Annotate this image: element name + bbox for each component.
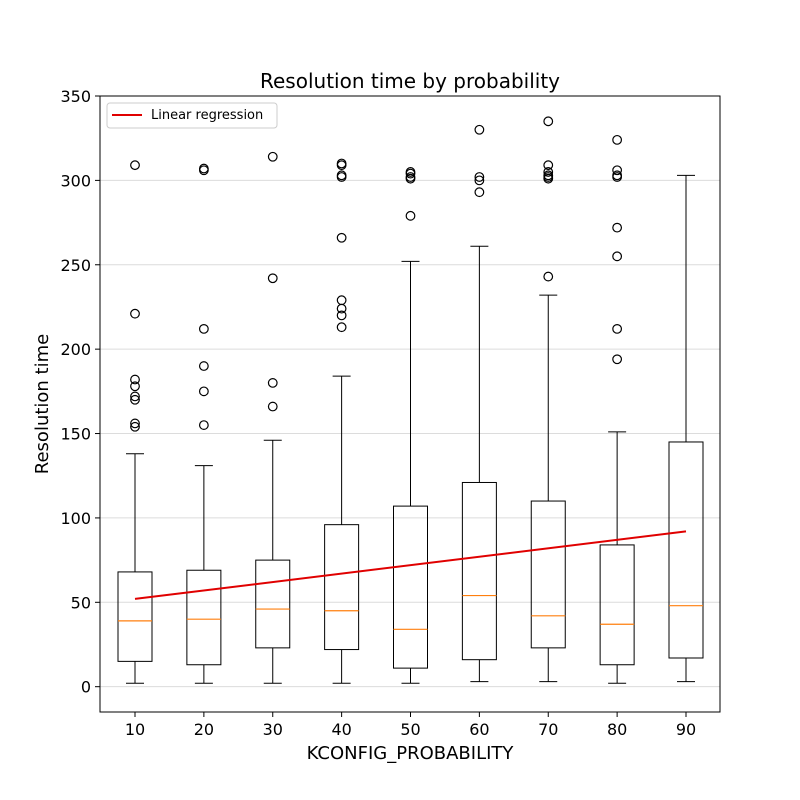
outlier-80-1 — [612, 323, 623, 334]
outlier-40-1 — [336, 310, 347, 321]
outlier-10-2 — [130, 394, 140, 405]
x-tick-label-90: 90 — [676, 720, 696, 739]
y-tick-label-50: 50 — [71, 593, 91, 612]
outlier-80-6 — [612, 165, 623, 176]
box-70 — [530, 116, 566, 683]
x-tick-label-70: 70 — [538, 720, 558, 739]
x-tick-label-30: 30 — [263, 720, 283, 739]
outlier-80-3 — [612, 222, 623, 233]
outlier-10-4 — [130, 381, 140, 392]
outlier-50-2 — [405, 172, 416, 182]
outlier-80-5 — [612, 170, 623, 181]
x-axis-label: KCONFIG_PROBABILITY — [307, 743, 515, 764]
y-tick-label-250: 250 — [60, 256, 91, 275]
outlier-30-0 — [267, 401, 278, 412]
y-tick-label-100: 100 — [60, 509, 91, 528]
outlier-60-3 — [474, 124, 485, 135]
outlier-40-6 — [336, 170, 347, 181]
box-iqr-90 — [668, 441, 704, 659]
box-iqr-20 — [186, 569, 222, 666]
outlier-20-2 — [198, 361, 209, 371]
outlier-40-3 — [336, 295, 347, 306]
box-iqr-30 — [255, 559, 291, 649]
outlier-40-8 — [336, 158, 347, 169]
outlier-70-3 — [543, 170, 554, 181]
outlier-10-6 — [130, 308, 140, 319]
outlier-50-0 — [405, 210, 416, 221]
x-tick-label-10: 10 — [125, 720, 145, 739]
outlier-60-2 — [474, 172, 485, 182]
outlier-30-3 — [267, 151, 278, 162]
outlier-70-4 — [543, 167, 554, 177]
outlier-30-2 — [267, 273, 278, 284]
outlier-80-0 — [612, 354, 623, 365]
outlier-20-0 — [198, 420, 209, 430]
x-axis-ticks: 10 20 30 40 50 60 70 80 90 — [125, 712, 696, 739]
outlier-10-7 — [130, 160, 140, 171]
box-iqr-10 — [117, 571, 153, 662]
regression-line — [134, 530, 687, 600]
outlier-20-1 — [198, 386, 209, 397]
y-axis-label: Resolution time — [32, 334, 53, 474]
y-tick-label-300: 300 — [60, 171, 91, 190]
outlier-70-5 — [543, 160, 554, 171]
outlier-20-3 — [198, 323, 209, 334]
outlier-10-0 — [130, 421, 140, 432]
outlier-70-0 — [543, 271, 554, 282]
box-80 — [599, 134, 635, 684]
y-tick-label-200: 200 — [60, 340, 91, 359]
outlier-40-4 — [336, 232, 347, 243]
box-iqr-50 — [393, 505, 428, 669]
outlier-80-2 — [612, 251, 623, 262]
box-60 — [461, 124, 497, 683]
x-tick-label-80: 80 — [607, 720, 627, 739]
y-tick-label-350: 350 — [60, 87, 91, 106]
outlier-30-1 — [267, 378, 278, 388]
box-10 — [117, 160, 153, 684]
outlier-50-4 — [405, 167, 416, 177]
x-tick-label-60: 60 — [469, 720, 489, 739]
box-30 — [255, 151, 291, 684]
outlier-10-1 — [130, 418, 140, 429]
x-tick-label-50: 50 — [400, 720, 420, 739]
box-20 — [186, 163, 222, 684]
y-tick-label-0: 0 — [81, 678, 91, 697]
outlier-10-3 — [130, 391, 140, 402]
box-iqr-70 — [530, 500, 566, 649]
chart-title: Resolution time by probability — [260, 69, 560, 93]
box-90 — [668, 174, 704, 683]
outlier-20-5 — [198, 163, 209, 174]
legend-regression-label: Linear regression — [151, 108, 263, 123]
box-iqr-60 — [461, 481, 497, 661]
outlier-60-0 — [474, 187, 485, 198]
regression-line-group — [134, 530, 687, 600]
box-iqr-80 — [599, 544, 635, 666]
x-tick-label-40: 40 — [331, 720, 351, 739]
legend-box — [106, 102, 278, 129]
y-tick-label-150: 150 — [60, 425, 91, 444]
x-tick-label-20: 20 — [194, 720, 214, 739]
outlier-10-5 — [130, 374, 140, 385]
box-50 — [393, 167, 428, 684]
y-axis-ticks: 0 50 100 150 200 250 300 350 — [60, 87, 100, 697]
outlier-80-7 — [612, 134, 623, 145]
outlier-40-0 — [336, 322, 347, 333]
box-40 — [324, 158, 360, 684]
legend: Linear regression — [106, 102, 278, 129]
outlier-70-6 — [543, 116, 554, 127]
boxes — [117, 116, 704, 684]
box-iqr-40 — [324, 524, 360, 651]
outlier-60-1 — [474, 175, 485, 186]
